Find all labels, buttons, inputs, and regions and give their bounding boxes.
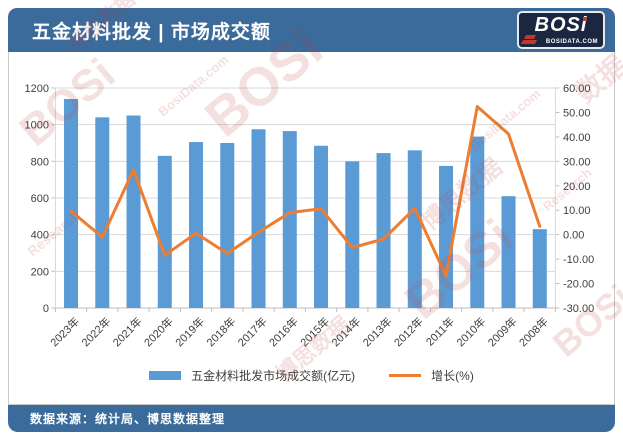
x-axis-tick-label: 2008年	[516, 314, 551, 349]
x-axis-labels: 2023年2022年2021年2020年2019年2018年2017年2016年…	[47, 314, 551, 349]
x-axis-tick-label: 2022年	[78, 314, 113, 349]
x-axis-tick-label: 2016年	[266, 314, 301, 349]
x-axis-tick-label: 2011年	[423, 314, 457, 348]
bosi-logo-text: BOSi	[534, 14, 588, 36]
logo-red-stripe-icon	[520, 40, 538, 44]
left-axis-tick-label: 0	[43, 303, 49, 315]
bar	[251, 129, 266, 308]
right-axis-tick-label: 0.00	[563, 230, 584, 242]
legend-bar-swatch-icon	[149, 371, 182, 380]
bar	[282, 131, 297, 308]
x-axis-tick-label: 2023年	[47, 314, 82, 349]
header-band: 五金材料批发 | 市场成交额 BOSi BOSIDATA.COM	[8, 8, 615, 52]
left-axis-tick-label: 1200	[25, 83, 49, 95]
left-axis-tick-label: 200	[31, 266, 49, 278]
x-axis-tick-label: 2018年	[203, 314, 238, 349]
bar	[345, 161, 360, 308]
right-axis-tick-label: 30.00	[563, 156, 591, 168]
bar-series	[64, 99, 547, 308]
left-axis-tick-label: 1000	[25, 120, 49, 132]
right-axis-tick-label: -10.00	[563, 254, 594, 266]
logo-red-dot	[583, 17, 587, 21]
legend-line-swatch-icon	[389, 374, 422, 377]
bar	[95, 117, 110, 308]
bar	[314, 145, 329, 308]
bar	[470, 136, 485, 308]
right-axis-tick-label: 50.00	[563, 107, 591, 119]
x-axis-tick-label: 2010年	[453, 314, 488, 349]
left-axis-tick-label: 600	[31, 193, 49, 205]
bar	[64, 99, 79, 308]
growth-line	[69, 105, 542, 278]
data-source-note: 数据来源：统计局、博思数据整理	[30, 412, 226, 426]
bar	[407, 150, 422, 308]
right-axis-tick-label: -30.00	[563, 303, 594, 315]
bar	[532, 229, 547, 308]
right-axis-tick-label: 40.00	[563, 132, 591, 144]
right-axis-tick-label: 10.00	[563, 205, 591, 217]
left-axis-labels: 0 200 400 600 800 1000 1200	[25, 83, 49, 315]
x-axis-tick-label: 2021年	[110, 314, 145, 349]
x-axis-tick-label: 2017年	[235, 314, 270, 349]
x-axis-tick-label: 2013年	[360, 314, 395, 349]
right-axis-tick-label: -20.00	[563, 279, 594, 291]
x-axis-tick-label: 2014年	[328, 314, 363, 349]
left-axis-tick-label: 400	[31, 230, 49, 242]
left-axis-tick-label: 800	[31, 156, 49, 168]
right-axis-labels: -30.00 -20.00 -10.00 0.00 10.00 20.00 30.00 40.…	[555, 83, 594, 315]
bar	[126, 115, 141, 308]
legend-bar-label: 五金材料批发市场成交额(亿元)	[191, 369, 356, 383]
bosi-logo-site: BOSIDATA.COM	[545, 39, 598, 45]
footer-band: 数据来源：统计局、博思数据整理	[8, 405, 615, 432]
right-axis-tick-label: 20.00	[563, 181, 591, 193]
x-axis-tick-label: 2009年	[485, 314, 520, 349]
chart-card: 0 200 400 600 800 1000 1200 -30.00 -20.00 -10.00 0…	[8, 52, 615, 405]
x-axis-tick-label: 2019年	[172, 314, 207, 349]
bar	[220, 143, 235, 308]
chart-legend: 五金材料批发市场成交额(亿元) 增长(%)	[9, 367, 614, 384]
x-axis-tick-label: 2015年	[297, 314, 332, 349]
x-axis-tick-label: 2012年	[391, 314, 426, 349]
bar	[157, 155, 172, 308]
page-title: 五金材料批发 | 市场成交额	[32, 21, 271, 43]
bar	[501, 196, 516, 308]
combo-chart: 0 200 400 600 800 1000 1200 -30.00 -20.00 -10.00 0…	[25, 83, 595, 349]
bar	[376, 153, 391, 308]
logo-red-stripe-icon	[523, 35, 537, 39]
legend-line-label: 增长(%)	[431, 369, 474, 383]
right-axis-tick-label: 60.00	[563, 83, 591, 95]
bar	[439, 165, 454, 308]
bosi-logo: BOSi BOSIDATA.COM	[517, 11, 605, 49]
bar	[189, 142, 204, 308]
x-axis-tick-label: 2020年	[141, 314, 176, 349]
